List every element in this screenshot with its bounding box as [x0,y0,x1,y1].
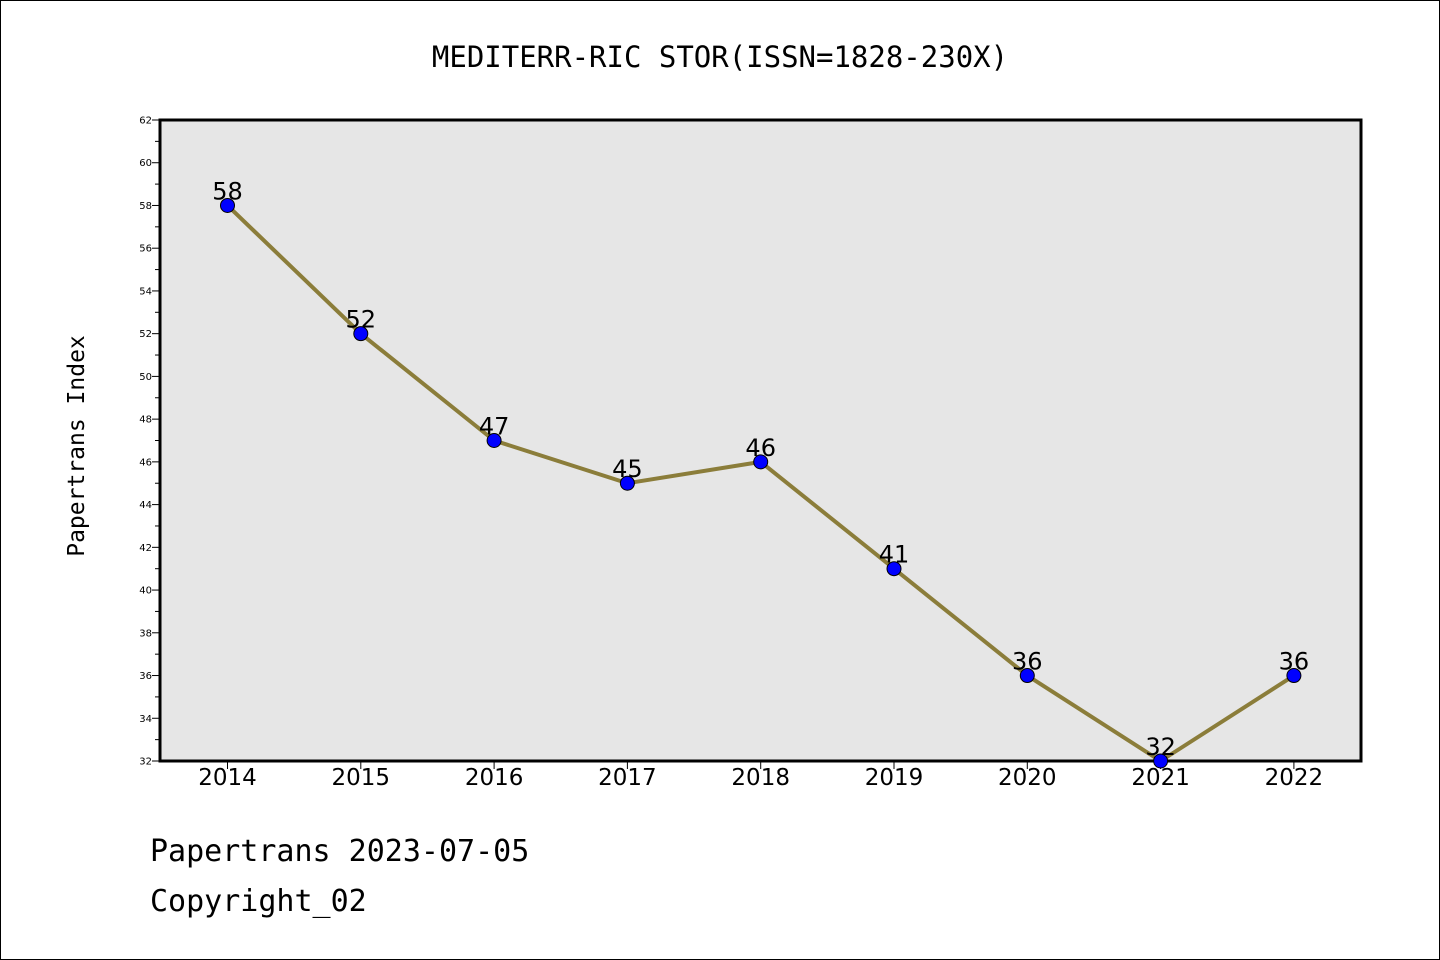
y-axis: 32 34 36 38 40 42 44 46 48 50 52 54 56 58 60 62 [139,116,160,768]
y-tick-label: 34 [139,714,152,725]
x-tick-label: 2019 [865,765,924,791]
x-tick-label: 2016 [465,765,524,791]
data-point [1019,668,1035,684]
data-point [1286,668,1302,684]
y-tick-label: 46 [139,457,152,468]
y-tick-label: 48 [139,415,152,426]
y-tick-label: 62 [139,116,152,127]
y-tick-label: 56 [139,244,152,255]
chart-title: MEDITERR-RIC STOR(ISSN=1828-230X) [432,40,1008,74]
data-label: 45 [612,455,643,483]
y-tick-label: 42 [139,543,152,554]
data-point [886,561,902,577]
y-tick-label: 40 [139,586,152,597]
data-label: 32 [1145,733,1176,761]
x-tick-label: 2021 [1131,765,1190,791]
series-layer: 58 52 47 45 46 41 36 32 36 [212,177,1310,769]
y-tick-label: 32 [139,757,152,768]
y-tick-label: 44 [139,500,152,511]
x-tick-label: 2017 [598,765,657,791]
y-tick-label: 58 [139,201,152,212]
data-label: 58 [212,177,243,205]
y-tick-label: 52 [139,329,152,340]
y-tick-label: 54 [139,286,152,297]
y-axis-label: Papertrans Index [64,335,90,557]
y-tick-label: 38 [139,628,152,639]
x-tick-label: 2018 [731,765,790,791]
x-tick-label: 2022 [1265,765,1324,791]
x-axis: 2014 2015 2016 2017 2018 2019 2020 2021 2022 [198,761,1323,791]
data-point [1153,753,1169,769]
data-point [619,475,635,491]
data-label: 52 [346,306,377,334]
data-label: 47 [479,413,510,441]
data-label: 46 [745,434,776,462]
footer-date: Papertrans 2023-07-05 [150,834,530,869]
data-label: 36 [1279,648,1310,676]
data-label: 36 [1012,648,1043,676]
data-point [220,197,235,213]
data-point [353,326,369,342]
data-point [486,433,502,448]
x-tick-label: 2015 [332,765,391,791]
x-tick-label: 2020 [998,765,1057,791]
footer-copyright: Copyright_02 [150,884,367,919]
x-tick-label: 2014 [198,765,257,791]
y-tick-label: 50 [139,372,152,383]
plot-area [158,118,1363,763]
data-point [753,454,769,470]
y-tick-label: 60 [139,158,152,169]
y-tick-label: 36 [139,671,152,682]
data-label: 41 [879,541,910,569]
